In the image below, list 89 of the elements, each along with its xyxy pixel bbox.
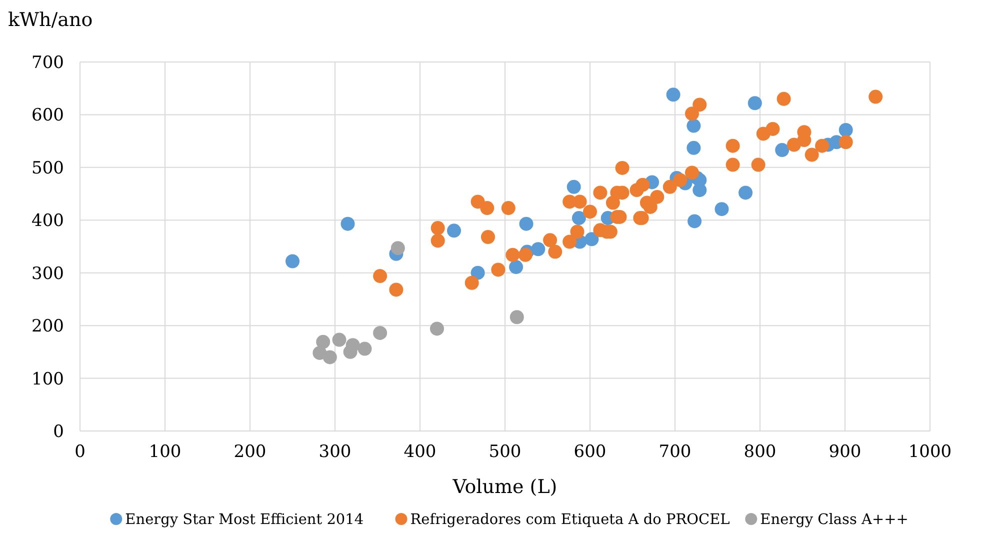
- x-tick-label: 100: [148, 442, 182, 462]
- point: [491, 262, 506, 277]
- point: [766, 122, 780, 136]
- point: [548, 244, 562, 259]
- point: [662, 180, 677, 194]
- point: [332, 332, 346, 347]
- x-tick-label: 0: [74, 442, 86, 462]
- point: [583, 204, 597, 219]
- x-tick-label: 200: [234, 442, 266, 462]
- point: [685, 166, 699, 180]
- point: [692, 98, 707, 112]
- point: [358, 342, 372, 356]
- legend-label: Energy Class A+++: [760, 512, 908, 528]
- point: [685, 106, 699, 121]
- point: [340, 216, 355, 231]
- point: [470, 266, 485, 280]
- legend-label: Energy Star Most Efficient 2014: [125, 512, 364, 528]
- point: [572, 211, 586, 226]
- point: [373, 326, 388, 340]
- point: [686, 118, 701, 133]
- point: [430, 234, 445, 248]
- point: [692, 183, 707, 198]
- point: [666, 88, 680, 102]
- point: [566, 180, 581, 194]
- point: [430, 322, 444, 336]
- point: [748, 96, 762, 110]
- point: [373, 269, 388, 284]
- point: [501, 201, 516, 216]
- y-tick-label: 0: [53, 422, 64, 442]
- y-tick-label: 100: [32, 369, 64, 390]
- point: [615, 160, 630, 175]
- point: [510, 310, 524, 324]
- point: [531, 242, 546, 256]
- y-tick-label: 200: [32, 316, 64, 337]
- point: [286, 254, 300, 268]
- point: [714, 202, 729, 216]
- point: [738, 186, 753, 200]
- y-tick-label: 700: [32, 53, 64, 73]
- point: [570, 224, 584, 239]
- x-tick-label: 500: [488, 442, 522, 462]
- x-tick-label: 300: [318, 442, 352, 462]
- x-tick-label: 400: [404, 442, 436, 462]
- point: [815, 138, 830, 153]
- point: [464, 276, 479, 290]
- point: [519, 216, 534, 231]
- point: [726, 158, 740, 172]
- point: [481, 230, 495, 244]
- point: [572, 194, 587, 209]
- point: [390, 241, 405, 256]
- y-axis-title: kWh/ano: [8, 9, 93, 31]
- point: [726, 138, 740, 153]
- point: [838, 135, 853, 150]
- point: [316, 334, 330, 349]
- y-tick-label: 600: [32, 106, 64, 126]
- x-tick-label: 900: [828, 442, 862, 462]
- point: [389, 282, 404, 297]
- point: [636, 178, 650, 192]
- point: [775, 143, 790, 158]
- point: [593, 186, 608, 200]
- point: [506, 248, 520, 262]
- point: [686, 140, 701, 155]
- point: [673, 173, 688, 188]
- x-axis-title: Volume (L): [452, 476, 558, 498]
- x-tick-label: 600: [574, 442, 606, 462]
- point: [584, 232, 599, 246]
- y-tick-label: 400: [32, 211, 64, 232]
- point: [470, 194, 485, 209]
- point: [776, 92, 791, 106]
- x-tick-label: 800: [744, 442, 776, 462]
- point: [787, 138, 801, 152]
- point: [447, 224, 461, 238]
- point: [562, 234, 577, 249]
- point: [430, 221, 445, 236]
- x-tick-label: 700: [658, 442, 692, 462]
- point: [688, 214, 702, 228]
- y-tick-label: 300: [32, 264, 64, 284]
- point: [838, 123, 853, 137]
- point: [650, 190, 664, 204]
- point: [518, 248, 532, 262]
- point: [509, 260, 524, 274]
- point: [343, 344, 358, 359]
- point: [804, 148, 819, 162]
- legend-label: Refrigeradores com Etiqueta A do PROCEL: [410, 512, 730, 528]
- point: [322, 350, 337, 364]
- point: [751, 158, 766, 172]
- point: [868, 90, 883, 104]
- y-tick-label: 500: [32, 158, 64, 178]
- point: [543, 233, 558, 248]
- x-tick-label: 1000: [908, 442, 952, 462]
